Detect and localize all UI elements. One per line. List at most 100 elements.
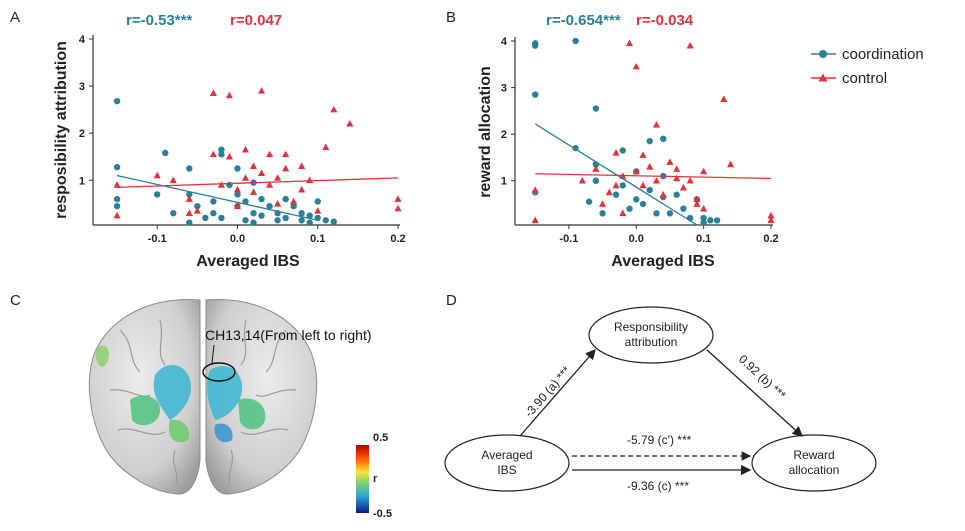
panel-b: B r=-0.654*** r=-0.034 -0.1 0.0 0.1 0.2 1 2 3 4… — [446, 9, 779, 270]
coordination-point-b — [619, 182, 626, 189]
coordination-point-b — [532, 91, 539, 98]
control-point-a — [249, 162, 258, 169]
y-tick-label-b: 2 — [501, 129, 507, 141]
coordination-point-a — [186, 165, 193, 172]
x-tick-label-a: 0.1 — [310, 233, 325, 245]
y-axis-title-a: resposibility attribution — [53, 41, 70, 219]
y-tick-label-a: 1 — [79, 175, 85, 187]
x-tick-label-b: -0.1 — [559, 233, 578, 245]
coordination-point-a — [218, 214, 225, 222]
control-point-b — [639, 181, 647, 189]
y-tick-label-b: 1 — [501, 176, 507, 188]
outcome-label-line2: allocation — [789, 463, 840, 477]
coordination-point-a — [322, 217, 329, 224]
coordination-point-b — [532, 42, 539, 49]
coordination-point-b — [707, 217, 714, 224]
control-fit-line-a — [117, 177, 399, 188]
path-b-label: 0.92 (b) *** — [736, 352, 789, 402]
coordination-point-a — [210, 210, 217, 217]
control-point-b — [592, 165, 600, 172]
coordination-point-b — [700, 219, 707, 226]
coordination-point-a — [234, 165, 241, 172]
predictor-label-line1: Averaged — [481, 448, 532, 462]
control-point-a — [274, 174, 282, 181]
coordination-point-a — [194, 202, 201, 210]
outcome-label-line1: Reward — [793, 448, 834, 462]
panel-c: C — [10, 292, 392, 520]
scatter-plot-a: -0.1 0.0 0.1 0.2 1 2 3 4 — [79, 34, 406, 245]
control-point-a — [185, 195, 193, 202]
coordination-point-b — [612, 191, 620, 198]
control-point-a — [314, 207, 322, 214]
control-point-a — [225, 91, 234, 99]
coordination-point-b — [646, 186, 653, 194]
control-point-a — [265, 181, 274, 188]
coordination-point-a — [282, 195, 289, 203]
control-point-a — [249, 188, 258, 195]
coordination-point-b — [572, 37, 579, 45]
control-point-b — [652, 176, 661, 184]
control-point-a — [282, 150, 290, 158]
ch13-14-highlight — [202, 362, 236, 382]
brain-illustration — [88, 299, 318, 495]
control-point-a — [298, 162, 306, 169]
coordination-point-b — [592, 177, 600, 184]
control-point-a — [209, 150, 217, 158]
coordination-point-a — [113, 163, 121, 171]
coordination-fit-line-a — [116, 174, 318, 221]
control-point-b — [767, 211, 775, 219]
coordination-point-a — [250, 219, 257, 226]
control-point-a — [257, 86, 266, 94]
coordination-point-b — [626, 205, 633, 212]
control-point-b — [612, 148, 620, 156]
coordination-point-a — [218, 146, 225, 153]
control-point-b — [646, 162, 654, 170]
coordination-point-a — [274, 217, 281, 224]
control-point-b — [632, 167, 640, 175]
predictor-label-line2: IBS — [497, 463, 516, 477]
y-tick-label-b: 4 — [501, 36, 508, 48]
control-point-b — [652, 121, 661, 128]
coordination-point-a — [113, 97, 121, 105]
x-tick-label-b: 0.1 — [696, 233, 711, 245]
control-point-b — [578, 176, 586, 184]
coordination-point-b — [660, 135, 667, 143]
x-axis-title-b: Averaged IBS — [611, 253, 715, 270]
control-point-a — [113, 181, 121, 188]
control-point-a — [274, 200, 282, 207]
coordination-point-a — [314, 198, 321, 205]
control-point-a — [394, 195, 402, 202]
colorbar-mid-label: r — [373, 473, 378, 485]
legend: coordination control — [811, 46, 924, 87]
control-point-a — [241, 145, 250, 153]
control-point-a — [306, 176, 314, 184]
control-point-b — [598, 200, 607, 207]
panel-letter-c: C — [10, 292, 21, 309]
coordination-point-b — [713, 217, 721, 224]
control-fit-line-b — [535, 173, 772, 180]
control-point-b — [531, 216, 539, 224]
coordination-point-b — [680, 205, 687, 212]
coordination-point-a — [282, 214, 289, 222]
control-point-b — [659, 190, 667, 198]
control-point-b — [693, 195, 701, 203]
mediator-node — [588, 306, 714, 364]
coordination-point-a — [306, 219, 313, 226]
control-point-b — [686, 176, 694, 184]
x-axis-title-a: Averaged IBS — [196, 253, 300, 270]
coordination-point-a — [250, 210, 257, 217]
y-axis-title-b: reward allocation — [477, 66, 494, 198]
control-point-b — [679, 183, 688, 191]
coordination-point-a — [226, 181, 233, 189]
x-tick-label-b: 0.2 — [763, 233, 778, 245]
coordination-point-a — [306, 212, 313, 219]
coordination-fit-line-b — [534, 123, 698, 226]
coordination-point-b — [633, 196, 640, 203]
coordination-point-a — [210, 198, 217, 205]
coordination-point-b — [700, 214, 707, 222]
coordination-point-a — [170, 210, 177, 217]
control-point-b — [612, 181, 620, 189]
y-tick-label-b: 3 — [501, 83, 507, 95]
control-point-b — [673, 165, 681, 172]
r-control-b: r=-0.034 — [636, 12, 694, 29]
